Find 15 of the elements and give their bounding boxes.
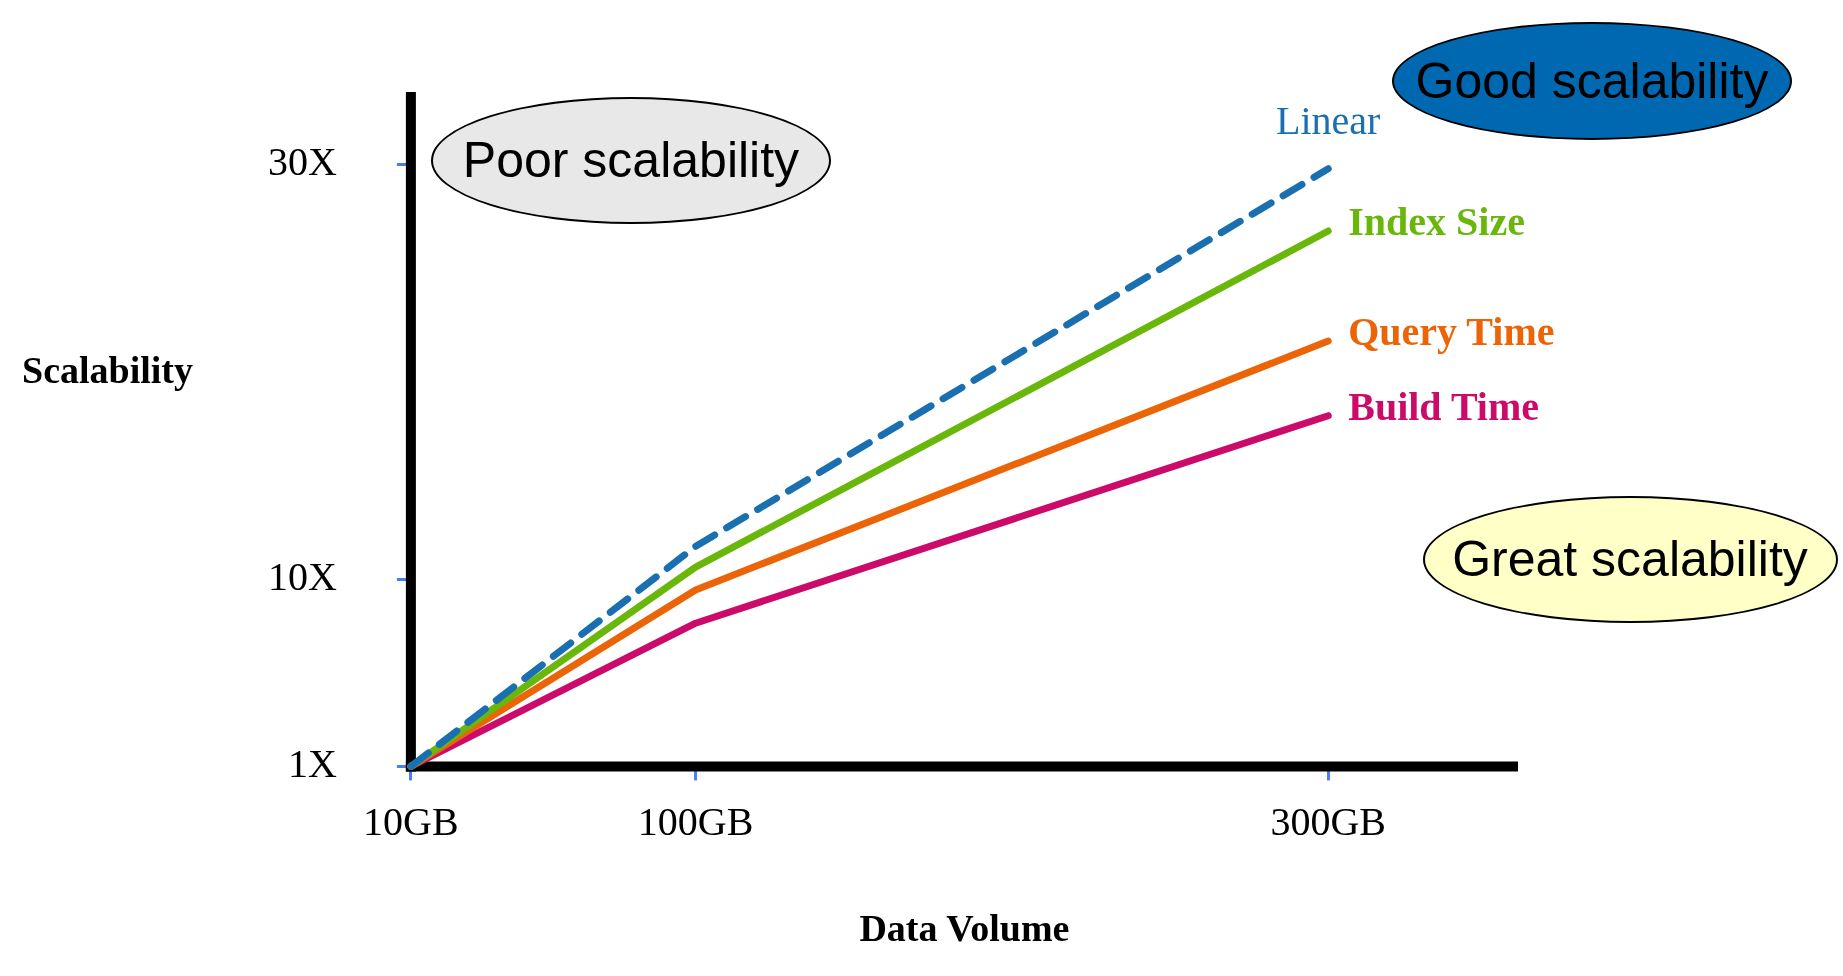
x-tick-label: 100GB [637,798,754,844]
y-axis-title: Scalability [22,348,194,391]
series-label: Query Time [1348,309,1555,355]
y-tick-label: 10X [268,554,337,600]
series-label: Linear [1276,98,1381,144]
x-tick-label: 300GB [1270,798,1386,844]
annotation: Great scalability [1422,495,1838,623]
y-tick-label: 1X [288,740,337,786]
series-label: Build Time [1348,384,1540,430]
y-tick-label: 30X [268,139,337,185]
x-axis-title: Data Volume [859,907,1070,950]
x-tick-label: 10GB [363,798,459,844]
series-label: Index Size [1348,199,1525,245]
annotation: Good scalability [1392,22,1792,140]
annotation: Poor scalability [431,96,831,224]
